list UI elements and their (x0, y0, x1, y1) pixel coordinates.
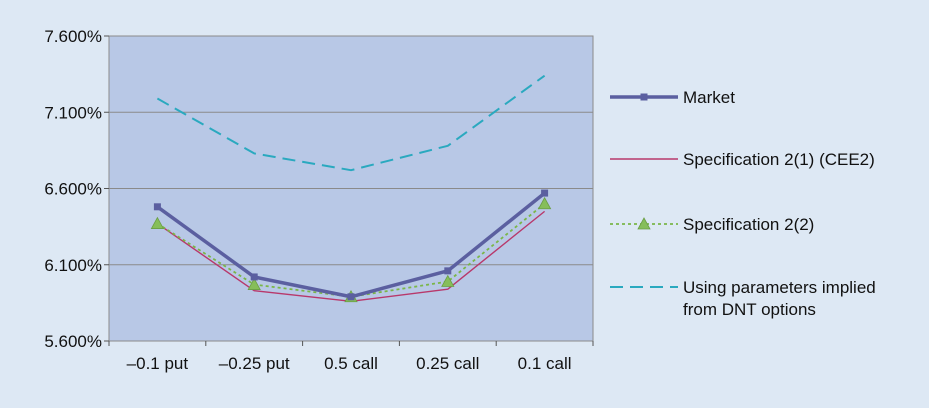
x-tick-label: 0.5 call (324, 354, 378, 373)
series-0-marker (444, 267, 452, 275)
legend-label-2: Specification 2(2) (683, 215, 814, 234)
y-axis: 5.600% 6.100% 6.600% 7.100% 7.600% (44, 27, 109, 351)
series-3-line (156, 74, 546, 172)
legend: Market Specification 2(1) (CEE2) Specifica… (610, 88, 876, 319)
legend-label-line: from DNT options (683, 300, 816, 319)
y-tick-label: 7.600% (44, 27, 102, 46)
series-2-marker (150, 216, 165, 229)
series-0-marker (250, 273, 258, 281)
x-tick-label: 0.1 call (518, 354, 572, 373)
legend-label-3: Using parameters implied from DNT options (683, 278, 876, 319)
series-2-marker (537, 196, 552, 210)
series-lines (150, 74, 552, 303)
y-tick-label: 6.600% (44, 180, 102, 199)
x-axis: –0.1 put –0.25 put 0.5 call 0.25 call 0.1 ca… (108, 341, 594, 373)
legend-0-marker (640, 93, 648, 101)
x-tick-label: –0.25 put (219, 354, 290, 373)
series-2-marker (247, 277, 261, 290)
y-tick-label: 5.600% (44, 332, 102, 351)
series-0-marker (153, 203, 161, 211)
legend-label-line: Market (683, 88, 735, 107)
gridlines (109, 111, 593, 266)
legend-label-line: Specification 2(1) (CEE2) (683, 150, 875, 169)
x-tick-label: 0.25 call (416, 354, 479, 373)
legend-label-line: Specification 2(2) (683, 215, 814, 234)
x-tick-label: –0.1 put (127, 354, 189, 373)
series-2-marker (441, 274, 455, 287)
series-0-marker (541, 189, 549, 197)
legend-2-marker (637, 217, 651, 230)
legend-label-1: Specification 2(1) (CEE2) (683, 150, 875, 169)
y-tick-label: 6.100% (44, 256, 102, 275)
y-tick-label: 7.100% (44, 103, 102, 122)
series-0-marker (347, 293, 355, 301)
legend-label-0: Market (683, 88, 735, 107)
legend-label-line: Using parameters implied (683, 278, 876, 297)
